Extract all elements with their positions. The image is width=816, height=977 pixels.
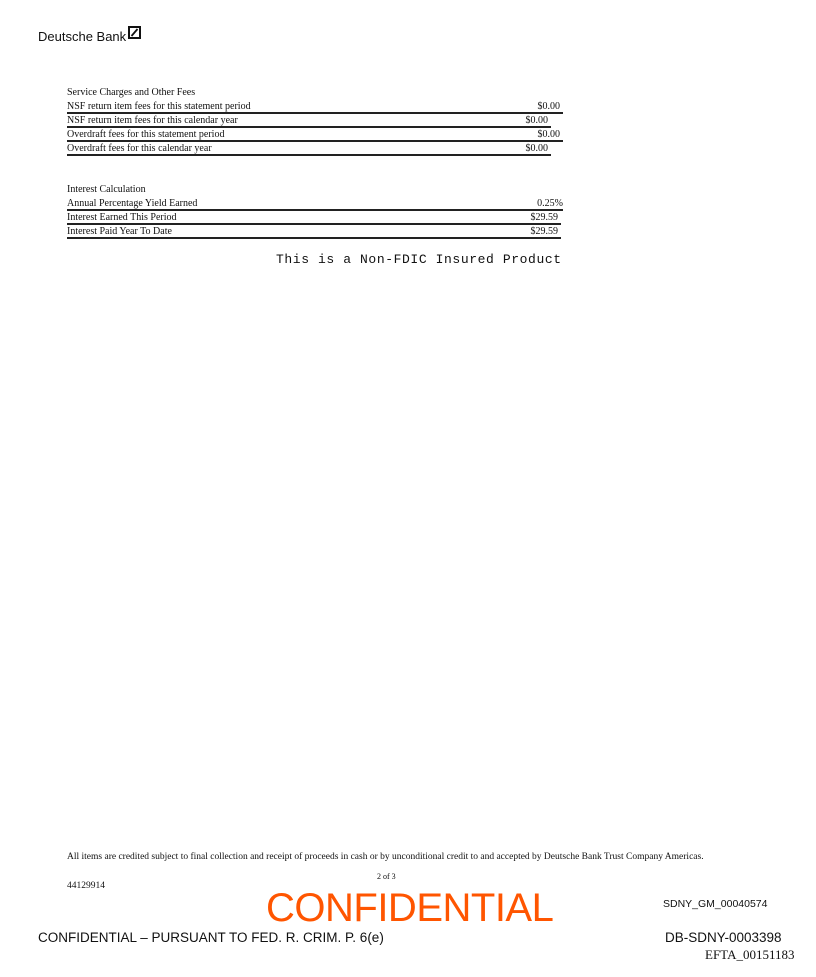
table-row: NSF return item fees for this statement … [67,100,563,114]
row-value: $0.00 [537,129,561,140]
row-label: NSF return item fees for this calendar y… [67,115,238,126]
row-label: Overdraft fees for this statement period [67,129,225,140]
confidential-stamp: CONFIDENTIAL [266,886,554,930]
row-value: $0.00 [537,101,561,112]
non-fdic-notice: This is a Non-FDIC Insured Product [276,252,562,267]
row-label: NSF return item fees for this statement … [67,101,251,112]
row-value: $0.00 [525,143,549,154]
row-value: $29.59 [530,226,559,237]
bates-db: DB-SDNY-0003398 [665,930,782,945]
section-title: Interest Calculation [67,184,146,195]
footer-note: All items are credited subject to final … [67,852,704,862]
table-row: Interest Paid Year To Date $29.59 [67,225,561,239]
brand-name: Deutsche Bank [38,29,127,44]
table-row: Overdraft fees for this calendar year $0.… [67,142,551,156]
table-row: Annual Percentage Yield Earned 0.25% [67,197,563,211]
table-row: NSF return item fees for this calendar y… [67,114,551,128]
row-value: $29.59 [530,212,559,223]
bates-efta: EFTA_00151183 [705,947,795,962]
row-value: 0.25% [537,198,563,209]
deutsche-bank-logo-icon [128,26,141,39]
bates-sdny: SDNY_GM_00040574 [663,898,768,910]
table-row: Overdraft fees for this statement period… [67,128,563,142]
table-row: Interest Earned This Period $29.59 [67,211,561,225]
row-label: Interest Earned This Period [67,212,177,223]
service-charges-section: Service Charges and Other Fees NSF retur… [67,86,563,156]
account-number: 44129914 [67,881,105,891]
confidential-notice: CONFIDENTIAL – PURSUANT TO FED. R. CRIM.… [38,930,384,945]
row-label: Overdraft fees for this calendar year [67,143,212,154]
page-number: 2 of 3 [377,872,396,881]
row-label: Interest Paid Year To Date [67,226,172,237]
interest-section: Interest Calculation Annual Percentage Y… [67,183,563,239]
row-label: Annual Percentage Yield Earned [67,198,198,209]
row-value: $0.00 [525,115,549,126]
section-title: Service Charges and Other Fees [67,87,196,98]
